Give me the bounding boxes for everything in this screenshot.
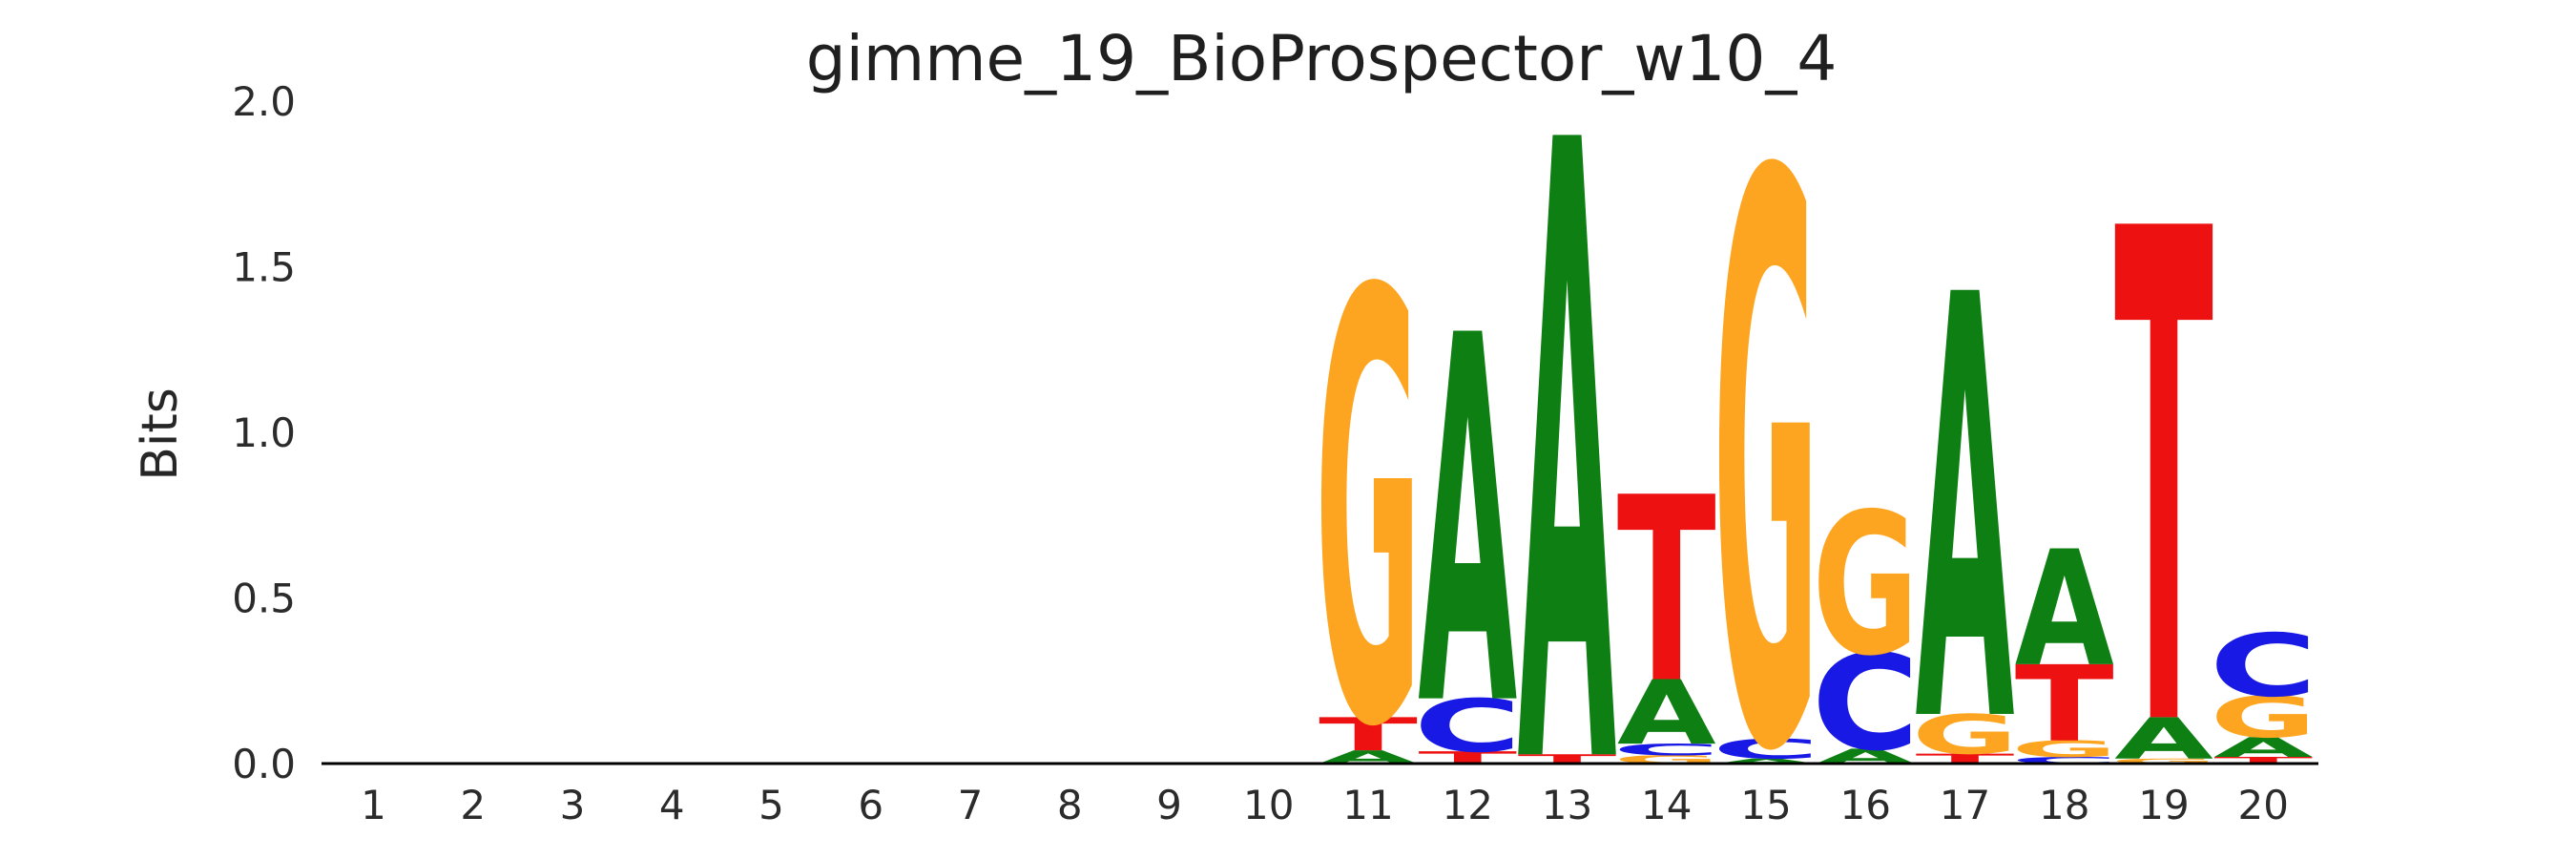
logo-letter-G: G xyxy=(2210,684,2316,750)
x-tick-label: 14 xyxy=(1641,782,1692,828)
x-tick-label: 12 xyxy=(1443,782,1493,828)
logo-letter-T: T xyxy=(2015,644,2114,765)
logo-letter-G: G xyxy=(1315,169,1422,857)
logo-letter-A: A xyxy=(1518,0,1618,859)
y-tick-label: 0.0 xyxy=(232,741,296,787)
logo-letter-A: A xyxy=(1617,662,1716,765)
x-tick-label: 6 xyxy=(858,782,883,828)
logo-letter-A: A xyxy=(2114,706,2213,772)
logo-letter-A: A xyxy=(1916,176,2016,852)
y-axis-label: Bits xyxy=(132,388,189,481)
x-tick-label: 19 xyxy=(2138,782,2189,828)
x-tick-label: 20 xyxy=(2238,782,2289,828)
y-tick-label: 1.5 xyxy=(232,244,296,291)
logo-letter-T: T xyxy=(1319,708,1418,762)
y-tick-label: 1.0 xyxy=(232,409,296,456)
x-tick-label: 10 xyxy=(1243,782,1294,828)
logo-letter-T: T xyxy=(1617,445,1716,740)
logo-letter-G: G xyxy=(1912,702,2019,766)
logo-letter-G: G xyxy=(2011,736,2118,763)
logo-letter-C: C xyxy=(2010,755,2118,765)
x-tick-label: 2 xyxy=(460,782,486,828)
logo-letter-C: C xyxy=(1712,734,1819,765)
logo-letter-C: C xyxy=(1612,741,1720,759)
logo-letter-C: C xyxy=(2210,616,2317,717)
x-tick-label: 11 xyxy=(1342,782,1393,828)
y-tick-label: 2.0 xyxy=(232,78,296,125)
chart-title: gimme_19_BioProspector_w10_4 xyxy=(806,22,1838,95)
logo-letter-A: A xyxy=(2213,732,2313,764)
x-tick-label: 7 xyxy=(958,782,984,828)
logo-letter-C: C xyxy=(1414,684,1522,769)
x-tick-label: 18 xyxy=(2039,782,2089,828)
logo-letter-A: A xyxy=(2015,517,2114,702)
x-tick-label: 3 xyxy=(560,782,586,828)
logo-letter-G: G xyxy=(1713,14,1819,859)
x-tick-label: 13 xyxy=(1542,782,1592,828)
x-tick-label: 4 xyxy=(659,782,685,828)
y-tick-label: 0.5 xyxy=(232,576,296,622)
logo-letter-T: T xyxy=(2114,89,2214,859)
x-tick-label: 5 xyxy=(758,782,784,828)
x-tick-label: 17 xyxy=(1940,782,1990,828)
x-tick-label: 1 xyxy=(361,782,386,828)
y-axis-tick-labels: 0.0 0.5 1.0 1.5 2.0 xyxy=(232,78,296,787)
logo-letter-A: A xyxy=(1418,230,1518,817)
x-tick-label: 9 xyxy=(1156,782,1182,828)
x-tick-label: 8 xyxy=(1057,782,1083,828)
logo-letter-A: A xyxy=(1716,757,1817,765)
logo-letter-G: G xyxy=(2110,757,2217,765)
x-tick-label: 15 xyxy=(1740,782,1791,828)
x-tick-label: 16 xyxy=(1840,782,1891,828)
x-axis-tick-labels: 1 2 3 4 5 6 7 8 9 10 11 12 13 14 15 16 17 18 19 20 xyxy=(361,782,2289,828)
logo-letter-G: G xyxy=(1812,471,1919,699)
logo-letter-T: T xyxy=(2213,755,2313,765)
logo-letter-C: C xyxy=(1812,626,1920,780)
